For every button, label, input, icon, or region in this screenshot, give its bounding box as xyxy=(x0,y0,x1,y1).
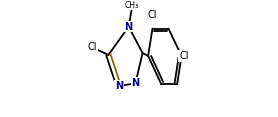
Text: CH₃: CH₃ xyxy=(124,1,138,10)
Text: N: N xyxy=(125,22,133,32)
Text: Cl: Cl xyxy=(179,51,189,61)
Text: N: N xyxy=(115,81,123,91)
Text: Cl: Cl xyxy=(88,42,97,52)
Text: N: N xyxy=(131,78,140,88)
Text: Cl: Cl xyxy=(147,10,157,20)
